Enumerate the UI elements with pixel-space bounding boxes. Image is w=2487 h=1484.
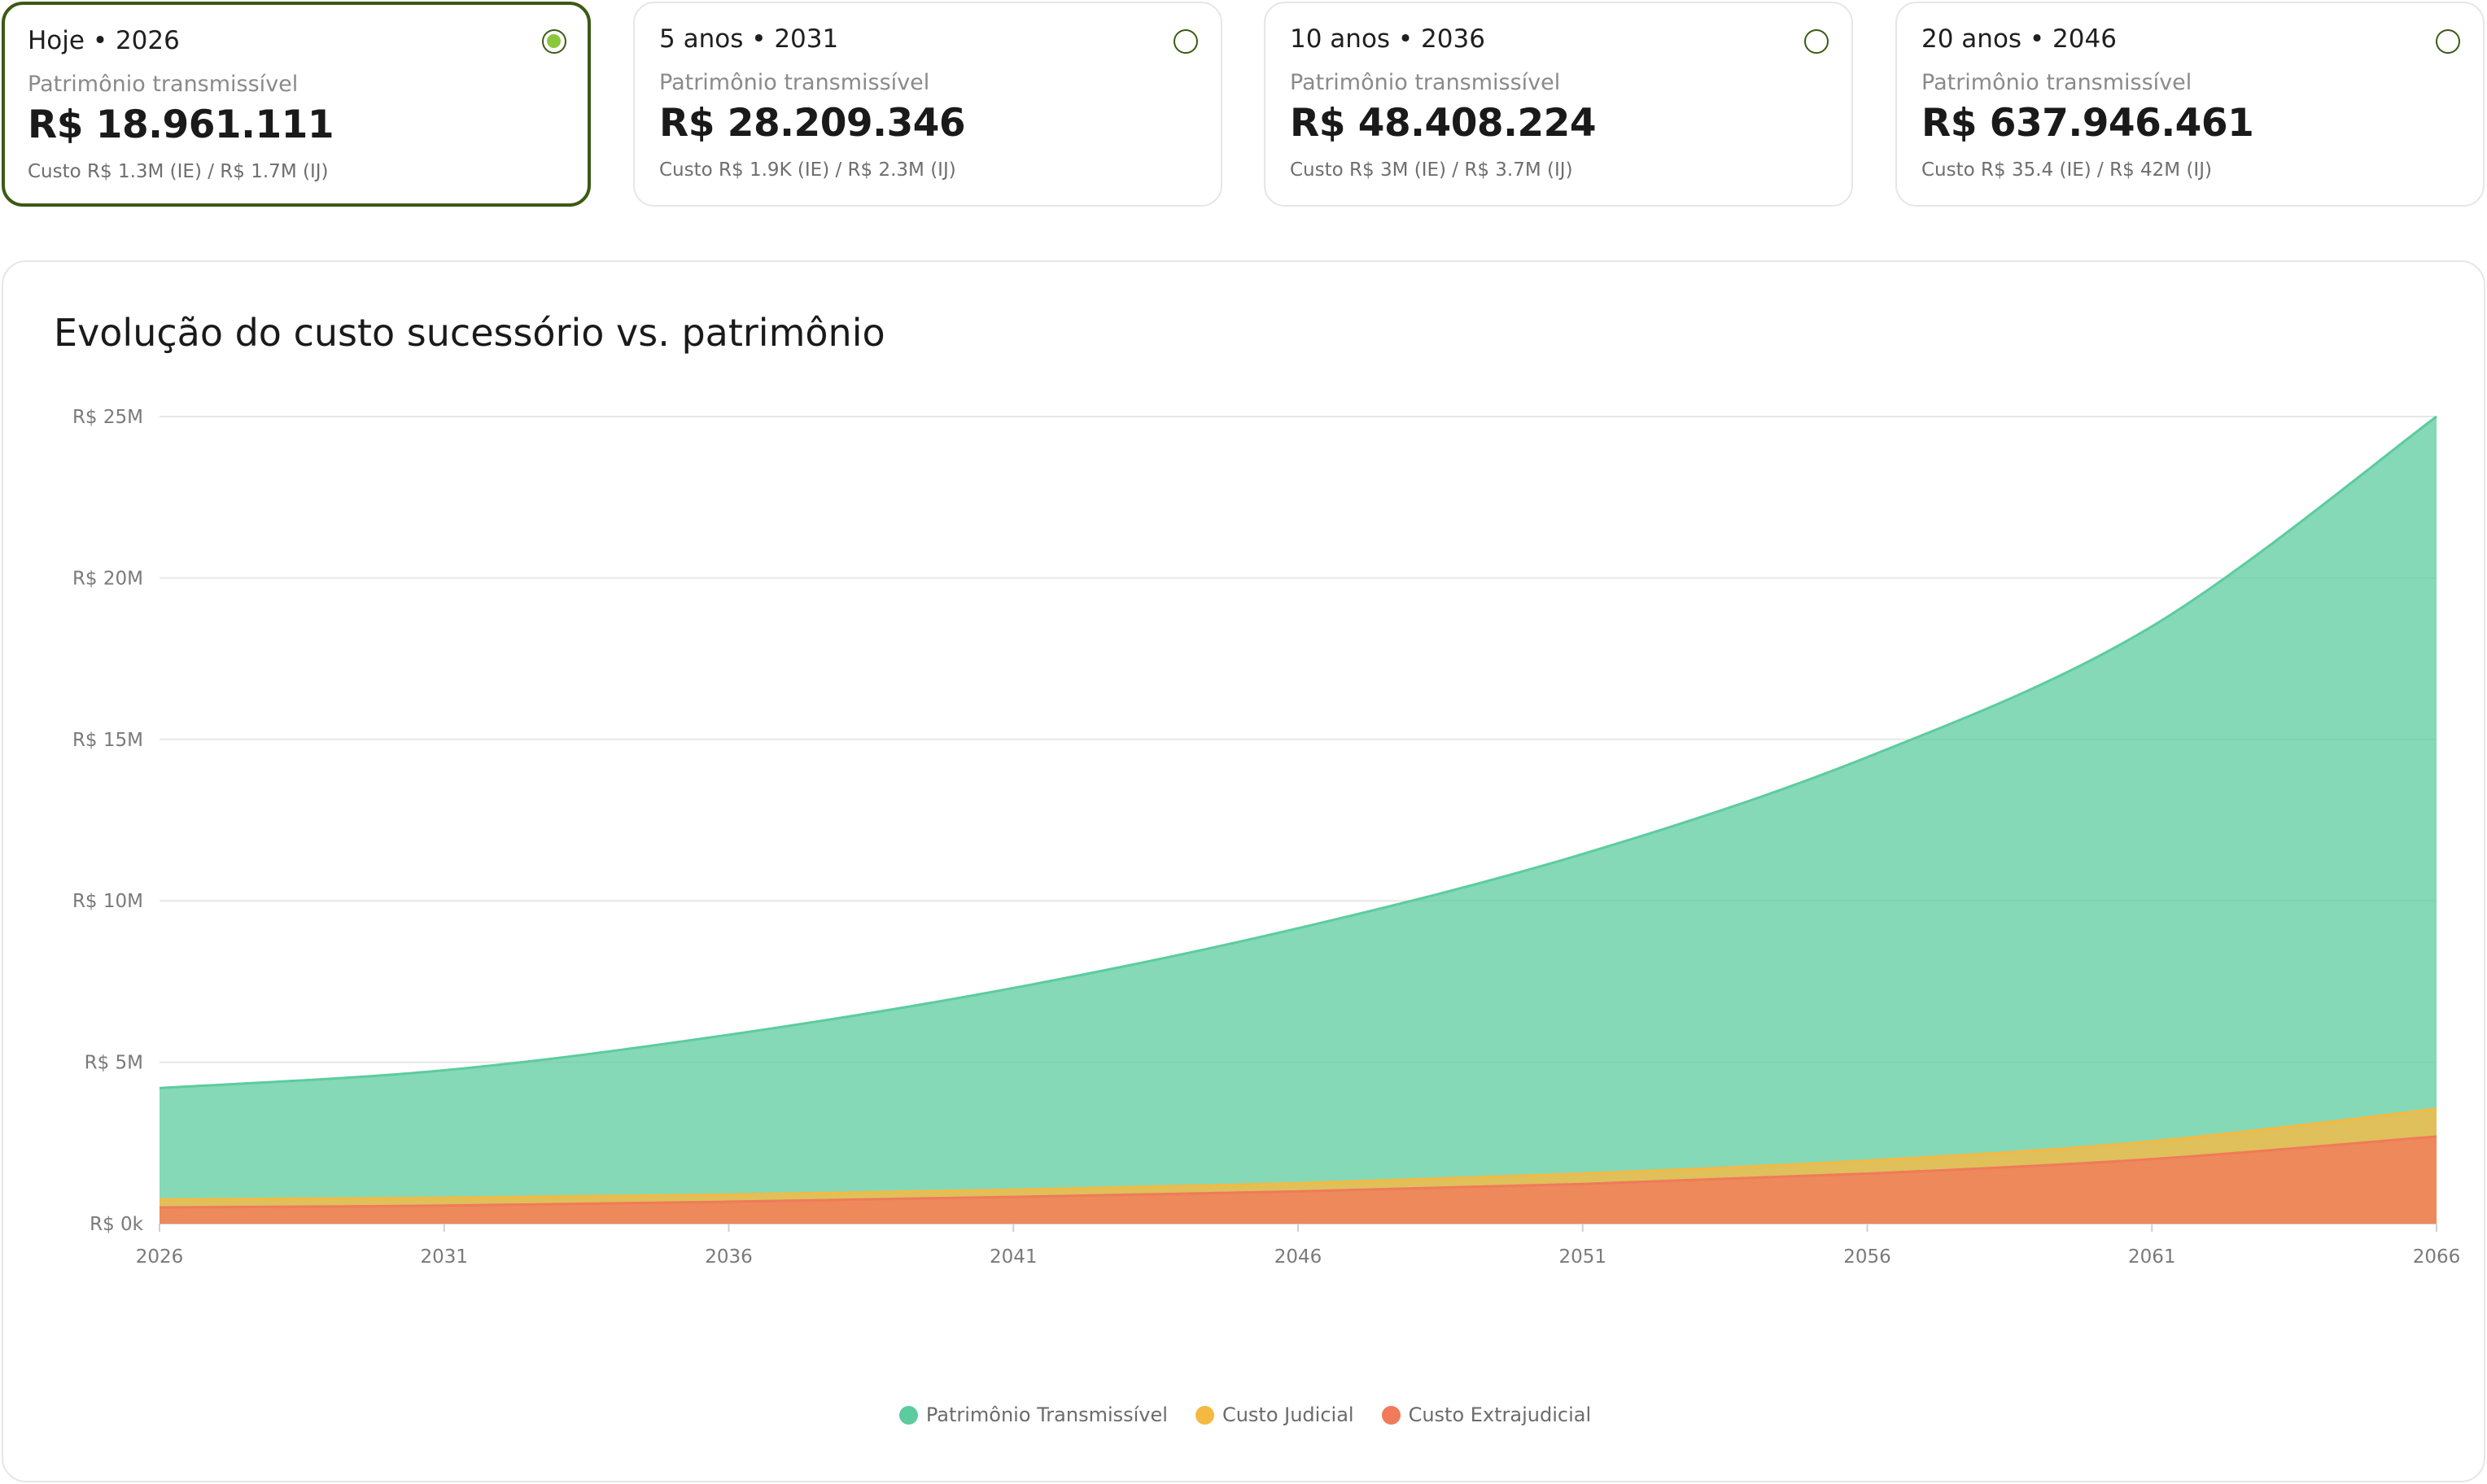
y-tick-label: R$ 10M xyxy=(72,891,143,912)
area-chart: R$ 0k R$ 5M R$ 10M R$ 15M R$ 20M R$ 25M 2026 20… xyxy=(72,407,2461,1268)
chart-card: Evolução do custo sucessório vs. patrimô… xyxy=(2,260,2485,1482)
legend-label: Custo Extrajudicial xyxy=(1408,1403,1592,1426)
x-tick-label: 2056 xyxy=(1843,1246,1891,1268)
card-cost: Custo R$ 3M (IE) / R$ 3.7M (IJ) xyxy=(1290,159,1573,181)
legend-label: Patrimônio Transmissível xyxy=(925,1403,1168,1426)
radio-icon[interactable] xyxy=(542,29,566,54)
x-tick-label: 2036 xyxy=(705,1246,753,1268)
series-area-patrimonio xyxy=(160,417,2437,1224)
card-title: 5 anos • 2031 xyxy=(659,24,839,54)
card-title: 20 anos • 2046 xyxy=(1921,24,2117,54)
scenario-card-10-years[interactable]: 10 anos • 2036 Patrimônio transmissível … xyxy=(1264,2,1853,207)
legend-dot-icon xyxy=(1381,1405,1401,1425)
x-tick-label: 2066 xyxy=(2413,1246,2461,1268)
card-title: 10 anos • 2036 xyxy=(1290,24,1485,54)
card-label: Patrimônio transmissível xyxy=(1921,70,2192,95)
series-line-extrajudicial xyxy=(159,1135,2437,1209)
radio-icon[interactable] xyxy=(2436,29,2460,54)
card-value: R$ 18.961.111 xyxy=(28,103,334,147)
card-cost: Custo R$ 35.4 (IE) / R$ 42M (IJ) xyxy=(1921,159,2212,181)
legend-item-extrajudicial[interactable]: Custo Extrajudicial xyxy=(1381,1403,1592,1426)
chart-title: Evolução do custo sucessório vs. patrimô… xyxy=(54,311,885,355)
card-label: Patrimônio transmissível xyxy=(1290,70,1561,95)
scenario-card-20-years[interactable]: 20 anos • 2046 Patrimônio transmissível … xyxy=(1895,2,2485,207)
chart-legend: Patrimônio Transmissível Custo Judicial … xyxy=(3,1403,2487,1426)
card-value: R$ 28.209.346 xyxy=(659,101,966,146)
legend-item-patrimonio[interactable]: Patrimônio Transmissível xyxy=(898,1403,1168,1426)
x-tick-label: 2041 xyxy=(990,1246,1038,1268)
x-tick-label: 2026 xyxy=(136,1246,184,1268)
scenario-card-today[interactable]: Hoje • 2026 Patrimônio transmissível R$ … xyxy=(2,2,591,207)
card-label: Patrimônio transmissível xyxy=(28,72,299,97)
card-label: Patrimônio transmissível xyxy=(659,70,930,95)
series-line-patrimonio xyxy=(159,415,2437,1089)
x-tick-label: 2046 xyxy=(1274,1246,1322,1268)
legend-dot-icon xyxy=(898,1405,918,1425)
legend-dot-icon xyxy=(1195,1405,1214,1425)
card-cost: Custo R$ 1.3M (IE) / R$ 1.7M (IJ) xyxy=(28,161,329,182)
x-tick-label: 2051 xyxy=(1558,1246,1606,1268)
y-tick-label: R$ 25M xyxy=(72,407,143,428)
radio-icon[interactable] xyxy=(1174,29,1198,54)
x-tick-label: 2061 xyxy=(2128,1246,2176,1268)
y-tick-label: R$ 15M xyxy=(72,730,143,751)
legend-item-judicial[interactable]: Custo Judicial xyxy=(1195,1403,1354,1426)
card-title: Hoje • 2026 xyxy=(28,26,180,55)
radio-icon[interactable] xyxy=(1804,29,1829,54)
y-tick-label: R$ 5M xyxy=(85,1053,143,1074)
card-value: R$ 637.946.461 xyxy=(1921,101,2254,146)
series-line-judicial xyxy=(159,1107,2437,1201)
card-value: R$ 48.408.224 xyxy=(1290,101,1597,146)
y-tick-label: R$ 20M xyxy=(72,568,143,589)
card-cost: Custo R$ 1.9K (IE) / R$ 2.3M (IJ) xyxy=(659,159,956,181)
y-tick-label: R$ 0k xyxy=(90,1214,144,1235)
x-tick-label: 2031 xyxy=(420,1246,468,1268)
legend-label: Custo Judicial xyxy=(1222,1403,1354,1426)
scenario-card-5-years[interactable]: 5 anos • 2031 Patrimônio transmissível R… xyxy=(633,2,1222,207)
